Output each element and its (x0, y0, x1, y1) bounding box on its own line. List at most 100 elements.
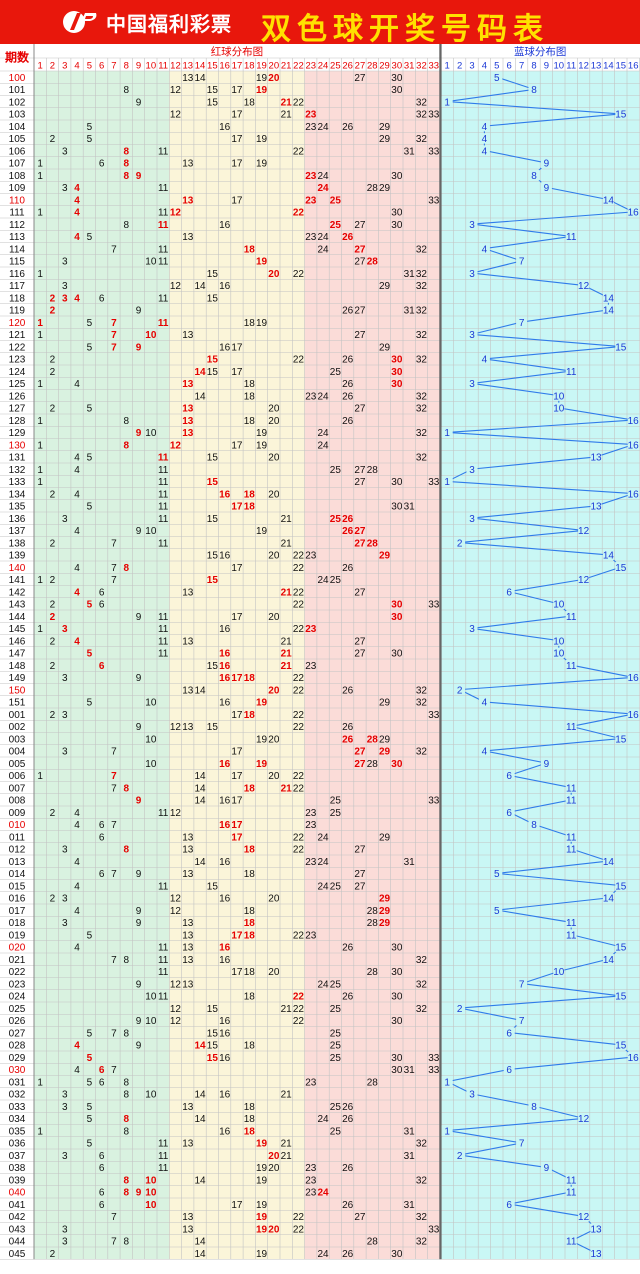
blue-ball-marker (553, 635, 565, 646)
red-ball-number: 17 (231, 502, 243, 513)
blue-ball-number: 2 (457, 538, 463, 549)
red-ball-number: 29 (379, 698, 391, 709)
red-ball-number: 15 (207, 453, 219, 464)
red-ball-number: 11 (158, 1163, 169, 1174)
red-ball-number: 18 (244, 489, 256, 500)
blue-ball-marker (615, 1039, 627, 1051)
red-column-label: 27 (355, 61, 366, 72)
red-ball-number: 27 (354, 244, 366, 255)
red-ball-number: 27 (354, 306, 366, 317)
red-ball-number: 10 (145, 698, 157, 709)
period-label: 111 (9, 208, 25, 219)
blue-ball-marker (466, 218, 478, 230)
period-label: 147 (9, 649, 26, 660)
blue-ball-number: 7 (519, 1016, 525, 1027)
period-label: 036 (9, 1139, 26, 1150)
red-ball-number: 18 (244, 783, 256, 794)
red-ball-number: 25 (330, 1102, 342, 1113)
red-ball-number: 20 (268, 734, 280, 745)
blue-ball-marker (565, 1186, 577, 1198)
red-ball-number: 18 (244, 918, 256, 929)
red-zone-2-bg (169, 71, 305, 1260)
red-ball-number: 7 (111, 244, 117, 255)
red-ball-number: 30 (391, 477, 403, 488)
blue-ball-marker (540, 1162, 552, 1173)
blue-ball-marker (615, 880, 627, 891)
red-ball-number: 27 (354, 465, 366, 476)
red-ball-number: 30 (391, 992, 403, 1003)
period-label: 011 (9, 832, 25, 843)
period-label: 005 (9, 759, 26, 770)
red-ball-number: 17 (231, 771, 243, 782)
red-ball-number: 21 (281, 649, 293, 660)
red-section-header: 红球分布图 (211, 45, 264, 58)
period-label: 009 (9, 808, 26, 819)
red-ball-number: 16 (219, 624, 231, 635)
red-ball-number: 16 (219, 220, 231, 231)
blue-ball-marker (627, 672, 639, 683)
blue-ball-marker (565, 1174, 577, 1185)
red-ball-number: 20 (268, 967, 280, 978)
red-ball-number: 3 (62, 918, 68, 929)
red-ball-number: 2 (50, 661, 56, 672)
blue-ball-number: 9 (544, 183, 550, 194)
red-ball-number: 2 (50, 600, 56, 611)
red-ball-number: 31 (404, 1065, 416, 1076)
period-label: 148 (9, 661, 26, 672)
red-ball-number: 6 (99, 1065, 105, 1076)
red-ball-number: 8 (123, 955, 129, 966)
red-column-label: 3 (62, 61, 67, 72)
red-ball-number: 29 (379, 134, 391, 145)
red-ball-number: 25 (330, 195, 342, 206)
red-ball-number: 33 (428, 1053, 440, 1064)
red-column-label: 29 (379, 61, 390, 72)
red-ball-number: 10 (145, 759, 157, 770)
red-ball-number: 22 (293, 710, 305, 721)
red-ball-number: 26 (342, 734, 354, 745)
blue-ball-number: 3 (469, 514, 475, 525)
red-ball-number: 20 (268, 73, 280, 84)
red-ball-number: 20 (268, 894, 280, 905)
blue-ball-number: 15 (615, 110, 627, 121)
red-ball-number: 13 (182, 832, 194, 843)
red-ball-number: 1 (37, 465, 43, 476)
red-ball-number: 5 (87, 1102, 93, 1113)
red-ball-number: 17 (231, 110, 243, 121)
red-ball-number: 20 (268, 612, 280, 623)
red-ball-number: 13 (182, 955, 194, 966)
red-column-label: 11 (158, 61, 168, 72)
red-ball-number: 28 (367, 1237, 379, 1248)
red-ball-number: 29 (379, 122, 391, 133)
blue-ball-number: 12 (578, 526, 590, 537)
red-column-label: 5 (87, 61, 92, 72)
red-ball-number: 15 (207, 575, 219, 586)
red-ball-number: 17 (231, 1200, 243, 1211)
blue-ball-marker (516, 1137, 528, 1149)
blue-ball-number: 2 (457, 1004, 463, 1015)
red-ball-number: 18 (244, 845, 256, 856)
period-label: 038 (9, 1163, 26, 1174)
red-ball-number: 7 (111, 869, 117, 880)
red-ball-number: 1 (37, 624, 43, 635)
red-ball-number: 9 (136, 869, 142, 880)
red-ball-number: 19 (256, 1200, 268, 1211)
period-header: 期数 (5, 50, 30, 65)
red-ball-number: 14 (194, 1237, 206, 1248)
red-ball-number: 27 (354, 649, 366, 660)
red-ball-number: 26 (342, 1249, 354, 1260)
red-ball-number: 9 (136, 97, 142, 108)
red-ball-number: 13 (182, 722, 194, 733)
red-ball-number: 19 (256, 440, 268, 451)
red-ball-number: 2 (50, 636, 56, 647)
red-column-label: 32 (416, 61, 427, 72)
red-ball-number: 1 (37, 1126, 43, 1137)
red-ball-number: 26 (342, 306, 354, 317)
red-ball-number: 15 (207, 477, 219, 488)
blue-ball-number: 11 (566, 918, 577, 929)
red-ball-number: 33 (428, 110, 440, 121)
period-label: 139 (9, 551, 26, 562)
red-ball-number: 11 (158, 538, 169, 549)
red-ball-number: 8 (123, 845, 129, 856)
red-column-label: 18 (244, 61, 255, 72)
blue-ball-marker (565, 929, 577, 940)
